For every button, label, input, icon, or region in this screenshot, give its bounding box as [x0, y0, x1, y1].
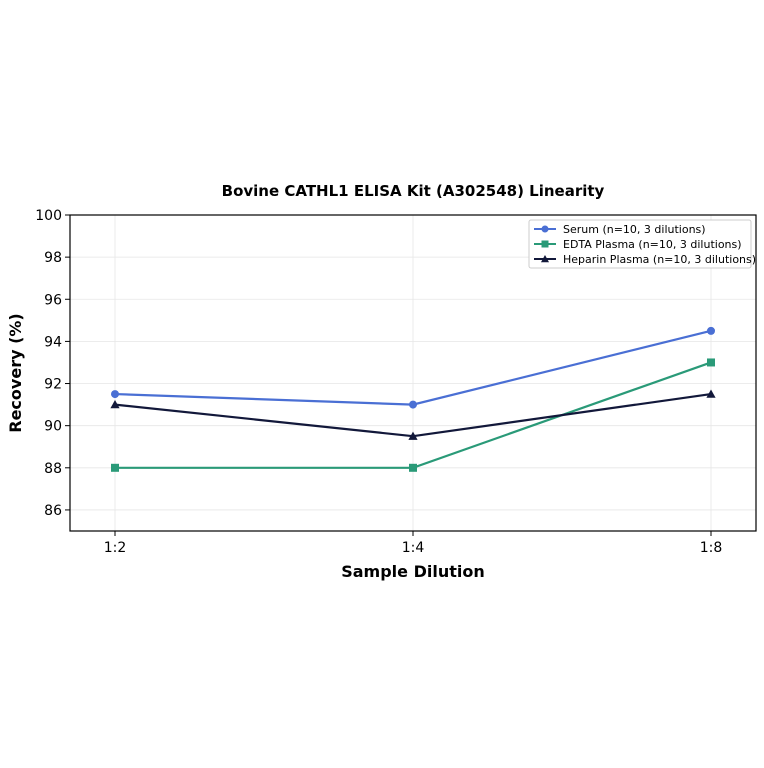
legend-item: EDTA Plasma (n=10, 3 dilutions) [534, 238, 742, 251]
y-tick-label: 88 [44, 461, 62, 477]
y-tick-label: 86 [44, 503, 62, 519]
data-point-square [541, 240, 549, 248]
y-tick-label: 100 [35, 208, 62, 224]
legend-label: EDTA Plasma (n=10, 3 dilutions) [563, 238, 742, 251]
legend-label: Serum (n=10, 3 dilutions) [563, 223, 706, 236]
data-point-triangle [408, 431, 418, 440]
legend-item: Heparin Plasma (n=10, 3 dilutions) [534, 253, 756, 266]
ticks: 86 88 90 92 94 96 98 100 1:2 1:4 1:8 [35, 208, 722, 556]
legend-item: Serum (n=10, 3 dilutions) [534, 223, 706, 236]
data-point-triangle [706, 389, 716, 398]
y-tick-label: 98 [44, 250, 62, 266]
y-tick-label: 90 [44, 419, 62, 435]
data-point-triangle [540, 254, 550, 263]
x-tick-label: 1:4 [402, 540, 425, 556]
data-point-circle [541, 225, 549, 233]
data-point-square [111, 463, 119, 472]
data-point-square [409, 463, 417, 472]
series-2 [111, 358, 715, 472]
y-axis-label: Recovery (%) [6, 313, 25, 432]
data-point-square [707, 358, 715, 367]
legend: Serum (n=10, 3 dilutions) EDTA Plasma (n=… [528, 219, 756, 269]
data-point-circle [409, 400, 417, 409]
series-1 [111, 326, 715, 409]
series-layer [110, 326, 716, 472]
data-point-triangle [110, 400, 120, 409]
x-tick-label: 1:2 [104, 540, 127, 556]
data-point-circle [111, 390, 119, 399]
x-axis-label: Sample Dilution [341, 562, 485, 581]
y-tick-label: 92 [44, 377, 62, 393]
series-3 [110, 389, 716, 440]
y-tick-label: 94 [44, 334, 62, 350]
data-point-circle [707, 326, 715, 335]
chart-title: Bovine CATHL1 ELISA Kit (A302548) Linear… [222, 182, 605, 200]
legend-box [528, 219, 752, 269]
legend-label: Heparin Plasma (n=10, 3 dilutions) [563, 253, 756, 266]
x-tick-label: 1:8 [700, 540, 723, 556]
y-tick-label: 96 [44, 292, 62, 308]
